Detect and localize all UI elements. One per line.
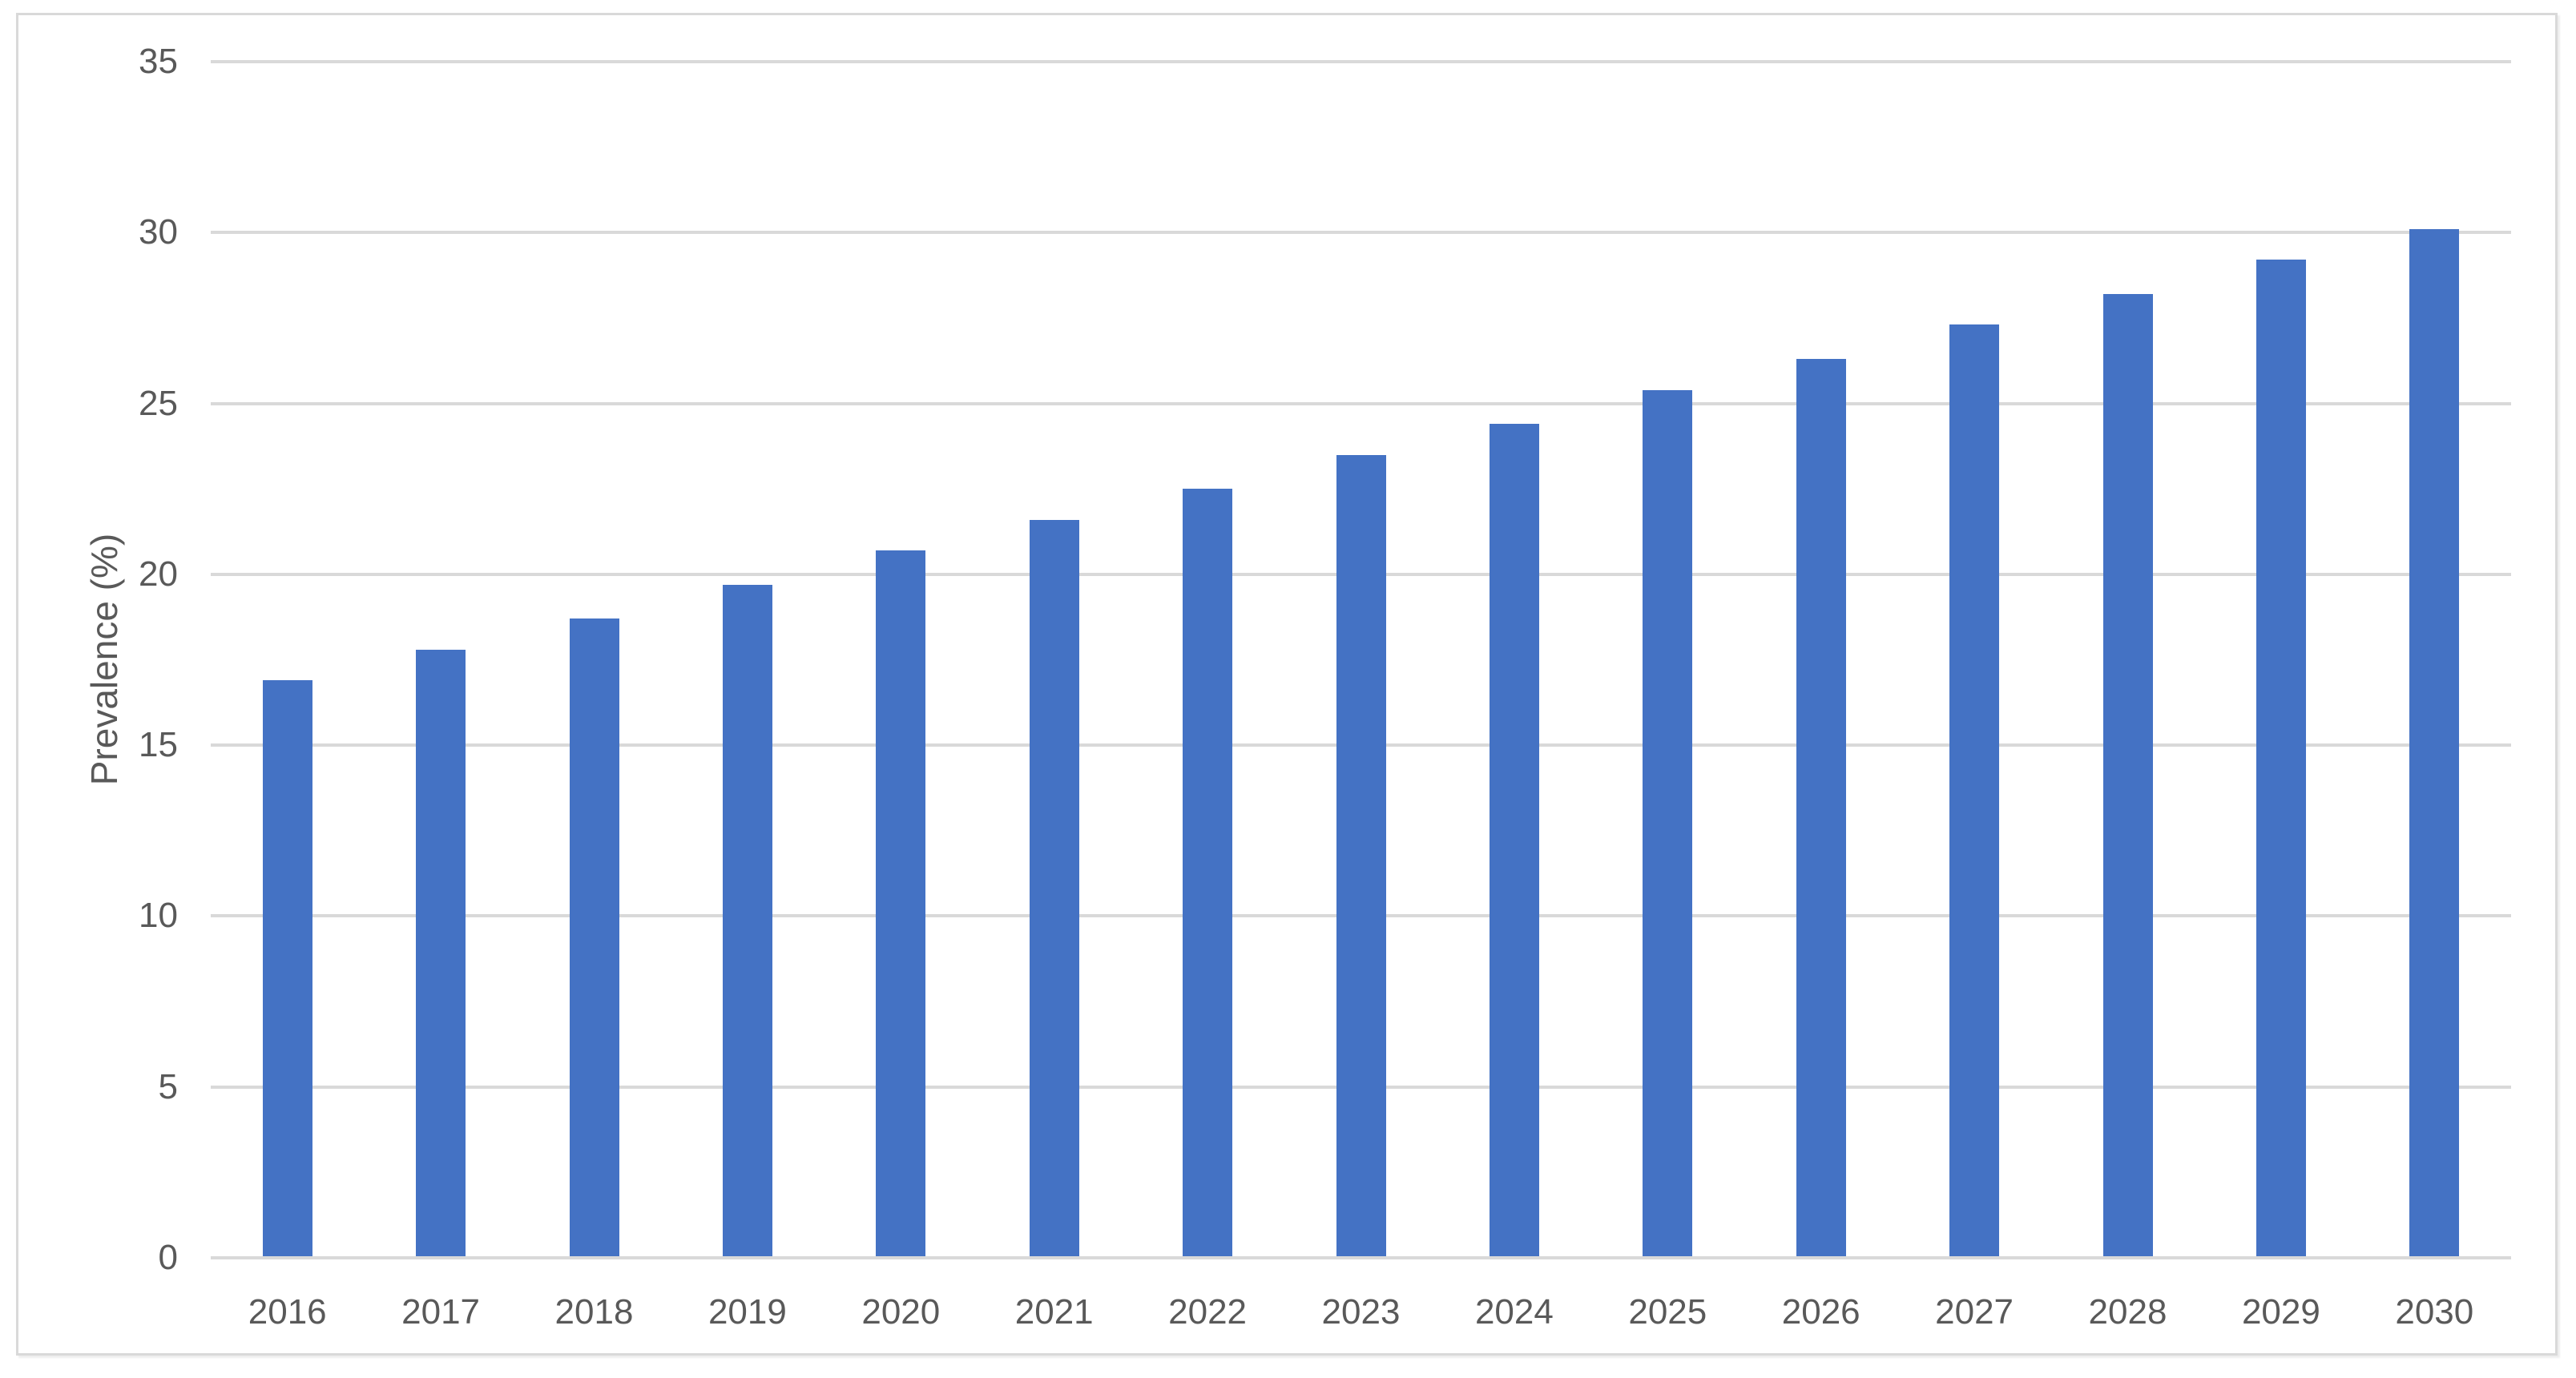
bar-2029 bbox=[2256, 260, 2306, 1258]
x-tick-label-2016: 2016 bbox=[248, 1292, 327, 1332]
bar-2018 bbox=[569, 618, 619, 1258]
y-tick-label-25: 25 bbox=[139, 383, 178, 423]
bar-2019 bbox=[722, 584, 772, 1258]
y-tick-label-20: 20 bbox=[139, 554, 178, 594]
bar-2023 bbox=[1336, 454, 1386, 1258]
x-tick-label-2028: 2028 bbox=[2088, 1292, 2167, 1332]
bar-2017 bbox=[416, 649, 466, 1258]
x-tick-label-2025: 2025 bbox=[1628, 1292, 1707, 1332]
chart-frame bbox=[16, 13, 2558, 1356]
bar-2030 bbox=[2409, 229, 2460, 1258]
x-axis-line bbox=[211, 1256, 2511, 1259]
x-tick-label-2022: 2022 bbox=[1168, 1292, 1248, 1332]
y-tick-label-35: 35 bbox=[139, 42, 178, 81]
x-tick-label-2017: 2017 bbox=[401, 1292, 481, 1332]
y-tick-label-0: 0 bbox=[158, 1238, 178, 1277]
x-tick-label-2020: 2020 bbox=[861, 1292, 941, 1332]
y-axis-title: Prevalence (%) bbox=[83, 533, 125, 786]
x-tick-label-2019: 2019 bbox=[707, 1292, 787, 1332]
gridline-25 bbox=[211, 401, 2511, 405]
bar-2025 bbox=[1643, 389, 1693, 1258]
gridline-30 bbox=[211, 231, 2511, 235]
x-tick-label-2023: 2023 bbox=[1321, 1292, 1401, 1332]
y-tick-label-10: 10 bbox=[139, 896, 178, 936]
bar-2026 bbox=[1796, 359, 1846, 1258]
gridline-35 bbox=[211, 60, 2511, 63]
y-tick-label-15: 15 bbox=[139, 725, 178, 765]
y-tick-label-30: 30 bbox=[139, 212, 178, 252]
bar-2020 bbox=[876, 550, 926, 1258]
bar-2028 bbox=[2102, 294, 2153, 1258]
x-tick-label-2029: 2029 bbox=[2241, 1292, 2320, 1332]
x-tick-label-2030: 2030 bbox=[2395, 1292, 2474, 1332]
bar-2022 bbox=[1183, 489, 1233, 1258]
bar-2024 bbox=[1489, 424, 1539, 1258]
x-tick-label-2026: 2026 bbox=[1781, 1292, 1860, 1332]
x-tick-label-2024: 2024 bbox=[1474, 1292, 1554, 1332]
x-tick-label-2021: 2021 bbox=[1014, 1292, 1094, 1332]
x-tick-label-2018: 2018 bbox=[554, 1292, 634, 1332]
bar-2027 bbox=[1949, 324, 2000, 1258]
bar-2016 bbox=[262, 680, 312, 1258]
bar-2021 bbox=[1029, 519, 1079, 1258]
y-tick-label-5: 5 bbox=[158, 1066, 178, 1106]
x-tick-label-2027: 2027 bbox=[1935, 1292, 2014, 1332]
